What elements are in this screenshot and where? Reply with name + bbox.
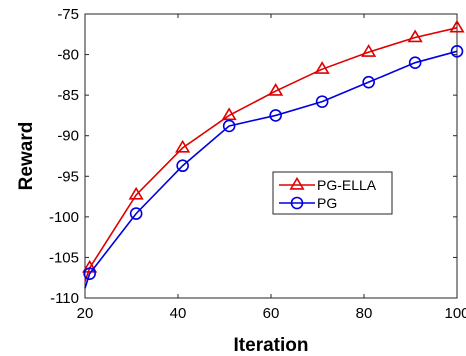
y-tick-label: -105 [49, 249, 79, 266]
y-tick-label: -80 [57, 47, 79, 64]
y-tick-label: -90 [57, 128, 79, 145]
axis-ticks [84, 13, 458, 299]
x-tick-label: 80 [356, 305, 373, 322]
legend-entry-pg: PG [279, 195, 337, 211]
x-tick-label: 20 [77, 305, 94, 322]
data-point-pg [222, 119, 236, 133]
legend-entry-pg-ella: PG-ELLA [279, 176, 377, 193]
y-tick-label: -110 [50, 290, 79, 307]
series-pg-ella [82, 19, 465, 283]
data-point-pg [269, 109, 282, 122]
data-point-pg-ella [314, 61, 330, 74]
legend-entries: PG-ELLA PG [279, 176, 377, 211]
series-line-pg [84, 50, 458, 289]
y-tick-label: -75 [57, 6, 79, 23]
x-tick-label: 60 [263, 305, 280, 322]
data-point-pg-ella [128, 186, 144, 200]
legend-label: PG-ELLA [317, 177, 377, 193]
data-point-pg [83, 267, 96, 280]
data-point-pg [362, 75, 375, 89]
data-point-pg-ella [407, 29, 423, 43]
data-point-pg-ella [175, 139, 191, 153]
tick-labels: 20 40 60 80 100 -110 -105 -100 -95 -90 -85 -80 -75 [49, 6, 466, 322]
legend-label: PG [317, 195, 337, 211]
x-tick-label: 40 [170, 305, 187, 322]
data-point-pg-ella [221, 107, 237, 121]
data-point-pg [315, 95, 329, 108]
data-point-pg [450, 45, 464, 58]
data-point-pg-ella [361, 44, 377, 57]
data-point-pg [176, 159, 189, 173]
series-line-pg-ella [84, 27, 458, 283]
data-point-pg [408, 56, 422, 69]
data-point-pg-ella [82, 259, 98, 273]
y-tick-label: -85 [57, 87, 79, 104]
data-point-pg [129, 207, 143, 220]
legend-marker [290, 196, 304, 210]
legend: PG-ELLA PG [272, 171, 393, 215]
series-pg [83, 45, 464, 289]
y-tick-label: -100 [49, 209, 79, 226]
x-tick-label: 100 [444, 305, 466, 322]
y-tick-label: -95 [57, 168, 79, 185]
series-layer [82, 19, 465, 289]
x-axis-title: Iteration [234, 335, 309, 356]
legend-marker [289, 176, 305, 190]
y-axis-title: Reward [16, 122, 37, 191]
data-point-pg-ella [449, 19, 465, 33]
plot-area [84, 13, 458, 299]
data-point-pg-ella [268, 83, 284, 96]
